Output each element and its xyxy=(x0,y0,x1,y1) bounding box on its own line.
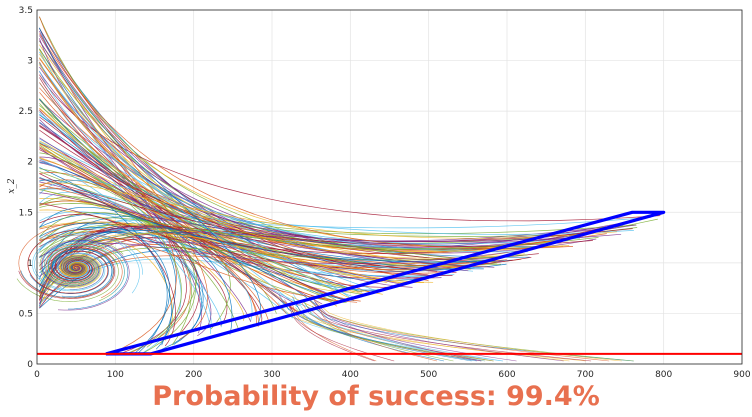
y-tick-label: 3.5 xyxy=(19,6,33,16)
y-tick-label: 0.5 xyxy=(19,309,33,319)
x-tick-label: 400 xyxy=(342,370,359,380)
trajectory-line xyxy=(39,258,455,304)
x-tick-label: 0 xyxy=(34,370,40,380)
series-layer xyxy=(37,210,742,356)
trajectory-line xyxy=(39,217,599,249)
trajectory-line xyxy=(39,192,584,242)
trajectory-line xyxy=(39,217,651,242)
trajectory-line xyxy=(39,114,222,328)
exit-trajectory xyxy=(310,294,482,362)
trajectory-line xyxy=(39,70,528,253)
trajectory-line xyxy=(39,53,570,248)
trajectory-line xyxy=(39,63,375,291)
tick-labels: 0 100 200 300 400 500 600 700 800 900 0 0.5 1 1.5 2 2.5… xyxy=(19,6,751,380)
trajectory-line xyxy=(39,157,481,271)
trajectory-line xyxy=(39,178,477,262)
y-tick-label: 2 xyxy=(27,158,33,168)
trajectory-line xyxy=(39,206,355,302)
trajectory-line xyxy=(39,124,187,355)
trajectory-line xyxy=(39,77,263,325)
x-tick-label: 500 xyxy=(420,370,437,380)
plot-frame xyxy=(36,9,743,365)
x-tick-label: 200 xyxy=(185,370,202,380)
trajectory-line xyxy=(39,214,176,347)
trajectory-line xyxy=(39,173,457,274)
y-tick-label: 3 xyxy=(27,57,33,67)
trajectory-line xyxy=(39,200,361,302)
x-tick-label: 900 xyxy=(733,370,750,380)
x-tick-label: 300 xyxy=(263,370,280,380)
x-tick-label: 100 xyxy=(107,370,124,380)
spiral-trajectory xyxy=(16,245,119,302)
trajectory-line xyxy=(39,172,270,324)
exit-trajectory xyxy=(317,305,438,362)
trajectory-line xyxy=(39,107,525,259)
trajectory-line xyxy=(39,33,574,249)
trajectory-line xyxy=(39,243,526,265)
trajectory-line xyxy=(39,182,617,239)
trajectory-line xyxy=(39,66,597,254)
y-axis-label: x_2 xyxy=(7,178,17,194)
trajectory-line xyxy=(39,27,262,324)
trajectory-line xyxy=(39,184,287,314)
exit-trajectory xyxy=(289,305,395,362)
trajectory-line xyxy=(39,38,212,337)
exit-trajectory xyxy=(313,298,622,362)
y-tick-label: 1.5 xyxy=(19,208,33,218)
exit-trajectory xyxy=(303,300,454,362)
spiral-trajectory xyxy=(18,222,115,299)
spiral-trajectory xyxy=(27,229,109,294)
exit-trajectory xyxy=(278,294,477,362)
trajectory-line xyxy=(39,158,211,334)
y-tick-label: 1 xyxy=(27,259,33,269)
exit-trajectory xyxy=(288,303,375,362)
exit-trajectory xyxy=(277,304,586,362)
trajectory-line xyxy=(39,203,363,295)
success-caption: Probability of success: 99.4% xyxy=(152,381,600,412)
trajectory-line xyxy=(39,74,661,222)
exit-trajectory xyxy=(277,302,503,362)
trajectory-line xyxy=(39,222,170,355)
x-tick-label: 700 xyxy=(577,370,594,380)
exit-trajectory xyxy=(291,300,377,362)
trajectory-line xyxy=(39,51,379,291)
trajectory-line xyxy=(39,176,485,263)
trajectory-line xyxy=(39,147,425,284)
trajectory-line xyxy=(39,92,470,265)
exit-trajectory xyxy=(314,301,564,362)
trajectory-line xyxy=(39,35,469,272)
trajectory-bundle xyxy=(16,16,661,362)
trajectory-line xyxy=(39,213,233,335)
x-tick-label: 600 xyxy=(498,370,515,380)
exit-trajectory xyxy=(292,296,445,362)
y-tick-label: 2.5 xyxy=(19,107,33,117)
trajectory-line xyxy=(39,40,625,248)
y-tick-label: 0 xyxy=(27,360,33,370)
exit-trajectory xyxy=(312,302,517,362)
trajectory-line xyxy=(39,110,633,243)
phase-plot: 0 100 200 300 400 500 600 700 800 900 0 0.5 1 1.5 2 2.5… xyxy=(7,6,751,380)
trajectory-line xyxy=(39,16,208,340)
exit-trajectory xyxy=(299,300,494,362)
exit-trajectory xyxy=(309,299,610,362)
trajectory-line xyxy=(39,228,253,321)
spiral-trajectory xyxy=(32,232,143,292)
x-tick-label: 800 xyxy=(655,370,672,380)
spiral-trajectory xyxy=(60,260,87,277)
